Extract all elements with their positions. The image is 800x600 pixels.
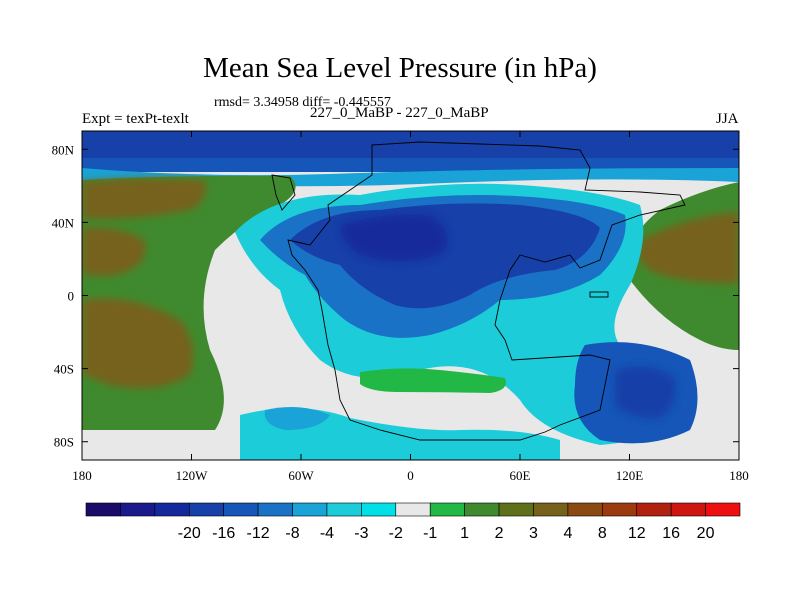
colorbar-label: 8 bbox=[598, 525, 607, 542]
field-west-core-south bbox=[82, 298, 194, 389]
colorbar-swatch bbox=[395, 502, 431, 517]
colorbar: -20 -16 -12 -8 -4 -3 -2 -1 1 2 3 4 8 12 16 20 bbox=[85, 502, 741, 542]
colorbar-swatch bbox=[602, 502, 638, 517]
land-outline-small bbox=[589, 291, 609, 298]
x-tick-label: 0 bbox=[407, 468, 414, 483]
x-tick-label: 120E bbox=[616, 468, 644, 483]
axis-ticks: 180 120W 60W 0 60E 120E 180 80N 40N 0 40S 80S bbox=[52, 131, 749, 483]
experiment-label: Expt = texPt-texlt bbox=[82, 111, 189, 127]
colorbar-label: -4 bbox=[320, 525, 334, 542]
colorbar-swatch bbox=[361, 502, 397, 517]
colorbar-label: 12 bbox=[628, 525, 646, 542]
field-south-low-core bbox=[615, 366, 676, 419]
x-tick-label: 60W bbox=[288, 468, 314, 483]
colorbar-label: -8 bbox=[285, 525, 299, 542]
colorbar-swatch bbox=[636, 502, 672, 517]
colorbar-swatch bbox=[292, 502, 328, 517]
y-tick-label: 80S bbox=[54, 435, 74, 450]
field-antarctic-blue bbox=[264, 406, 330, 430]
colorbar-label: -12 bbox=[247, 525, 270, 542]
x-tick-label: 180 bbox=[72, 468, 92, 483]
colorbar-swatch bbox=[85, 502, 121, 517]
colorbar-label: 16 bbox=[662, 525, 680, 542]
colorbar-swatch bbox=[533, 502, 569, 517]
x-tick-label: 120W bbox=[176, 468, 209, 483]
field-west-core-north bbox=[82, 178, 206, 219]
x-tick-label: 60E bbox=[510, 468, 531, 483]
y-tick-label: 40S bbox=[54, 362, 74, 377]
colorbar-swatch bbox=[670, 502, 706, 517]
land-outline-island bbox=[271, 174, 296, 211]
chart-title: Mean Sea Level Pressure (in hPa) bbox=[203, 52, 597, 84]
colorbar-swatch bbox=[429, 502, 465, 517]
colorbar-swatch bbox=[464, 502, 500, 517]
colorbar-swatch bbox=[257, 502, 293, 517]
colorbar-label: -16 bbox=[212, 525, 235, 542]
colorbar-label: -3 bbox=[354, 525, 368, 542]
subtitle-label: 227_0_MaBP - 227_0_MaBP bbox=[310, 105, 489, 121]
colorbar-swatch bbox=[326, 502, 362, 517]
y-tick-label: 0 bbox=[68, 289, 75, 304]
field-low-deep bbox=[340, 214, 448, 262]
colorbar-swatch bbox=[223, 502, 259, 517]
colorbar-swatch bbox=[705, 502, 741, 517]
map-field bbox=[82, 131, 739, 460]
colorbar-label: 4 bbox=[563, 525, 572, 542]
colorbar-swatch bbox=[498, 502, 534, 517]
colorbar-label: -2 bbox=[389, 525, 403, 542]
colorbar-label: 20 bbox=[697, 525, 715, 542]
colorbar-label: -20 bbox=[178, 525, 201, 542]
season-label: JJA bbox=[716, 111, 739, 127]
colorbar-swatch bbox=[567, 502, 603, 517]
field-west-core-mid bbox=[82, 227, 146, 276]
colorbar-label: -1 bbox=[423, 525, 437, 542]
colorbar-swatch bbox=[154, 502, 190, 517]
y-tick-label: 80N bbox=[52, 142, 75, 157]
colorbar-swatch bbox=[188, 502, 224, 517]
x-tick-label: 180 bbox=[729, 468, 749, 483]
y-tick-label: 40N bbox=[52, 215, 75, 230]
land-outline bbox=[287, 141, 686, 441]
colorbar-label: 2 bbox=[495, 525, 504, 542]
colorbar-label: 1 bbox=[460, 525, 469, 542]
stats-label: rmsd= 3.34958 diff= -0.445557 bbox=[214, 95, 391, 110]
colorbar-swatch bbox=[120, 502, 156, 517]
field-polar-cap-edge bbox=[82, 158, 739, 172]
field-southern-green bbox=[360, 368, 506, 393]
colorbar-label: 3 bbox=[529, 525, 538, 542]
field-east-core bbox=[637, 212, 739, 284]
